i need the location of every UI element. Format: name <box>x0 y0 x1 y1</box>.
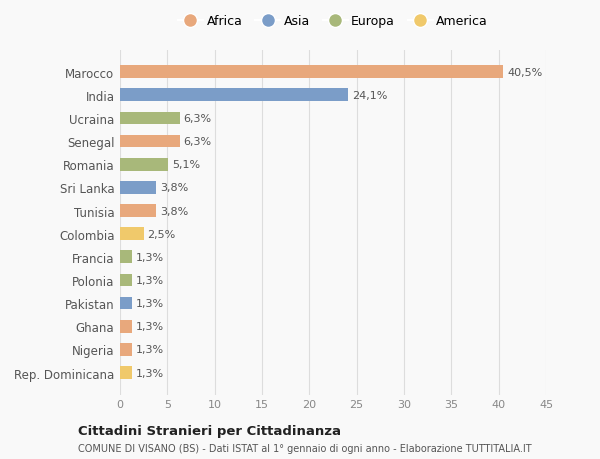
Bar <box>120 366 133 379</box>
Text: Cittadini Stranieri per Cittadinanza: Cittadini Stranieri per Cittadinanza <box>78 424 341 437</box>
Text: 1,3%: 1,3% <box>136 368 164 378</box>
Text: 1,3%: 1,3% <box>136 322 164 331</box>
Text: 24,1%: 24,1% <box>352 90 388 101</box>
Bar <box>120 89 348 102</box>
Text: 3,8%: 3,8% <box>160 183 188 193</box>
Text: 5,1%: 5,1% <box>172 160 200 170</box>
Bar <box>120 135 179 148</box>
Text: 3,8%: 3,8% <box>160 206 188 216</box>
Text: 40,5%: 40,5% <box>507 67 542 78</box>
Text: 1,3%: 1,3% <box>136 345 164 355</box>
Bar <box>120 182 156 194</box>
Bar <box>120 343 133 356</box>
Text: 1,3%: 1,3% <box>136 298 164 308</box>
Text: 2,5%: 2,5% <box>148 229 176 239</box>
Bar <box>120 158 168 171</box>
Text: 6,3%: 6,3% <box>184 137 212 147</box>
Bar <box>120 320 133 333</box>
Bar <box>120 251 133 263</box>
Text: COMUNE DI VISANO (BS) - Dati ISTAT al 1° gennaio di ogni anno - Elaborazione TUT: COMUNE DI VISANO (BS) - Dati ISTAT al 1°… <box>78 443 532 453</box>
Text: 1,3%: 1,3% <box>136 275 164 285</box>
Bar <box>120 66 503 79</box>
Bar <box>120 228 143 241</box>
Text: 1,3%: 1,3% <box>136 252 164 262</box>
Legend: Africa, Asia, Europa, America: Africa, Asia, Europa, America <box>178 16 488 28</box>
Bar <box>120 297 133 310</box>
Bar <box>120 274 133 287</box>
Bar <box>120 112 179 125</box>
Text: 6,3%: 6,3% <box>184 114 212 123</box>
Bar <box>120 205 156 218</box>
